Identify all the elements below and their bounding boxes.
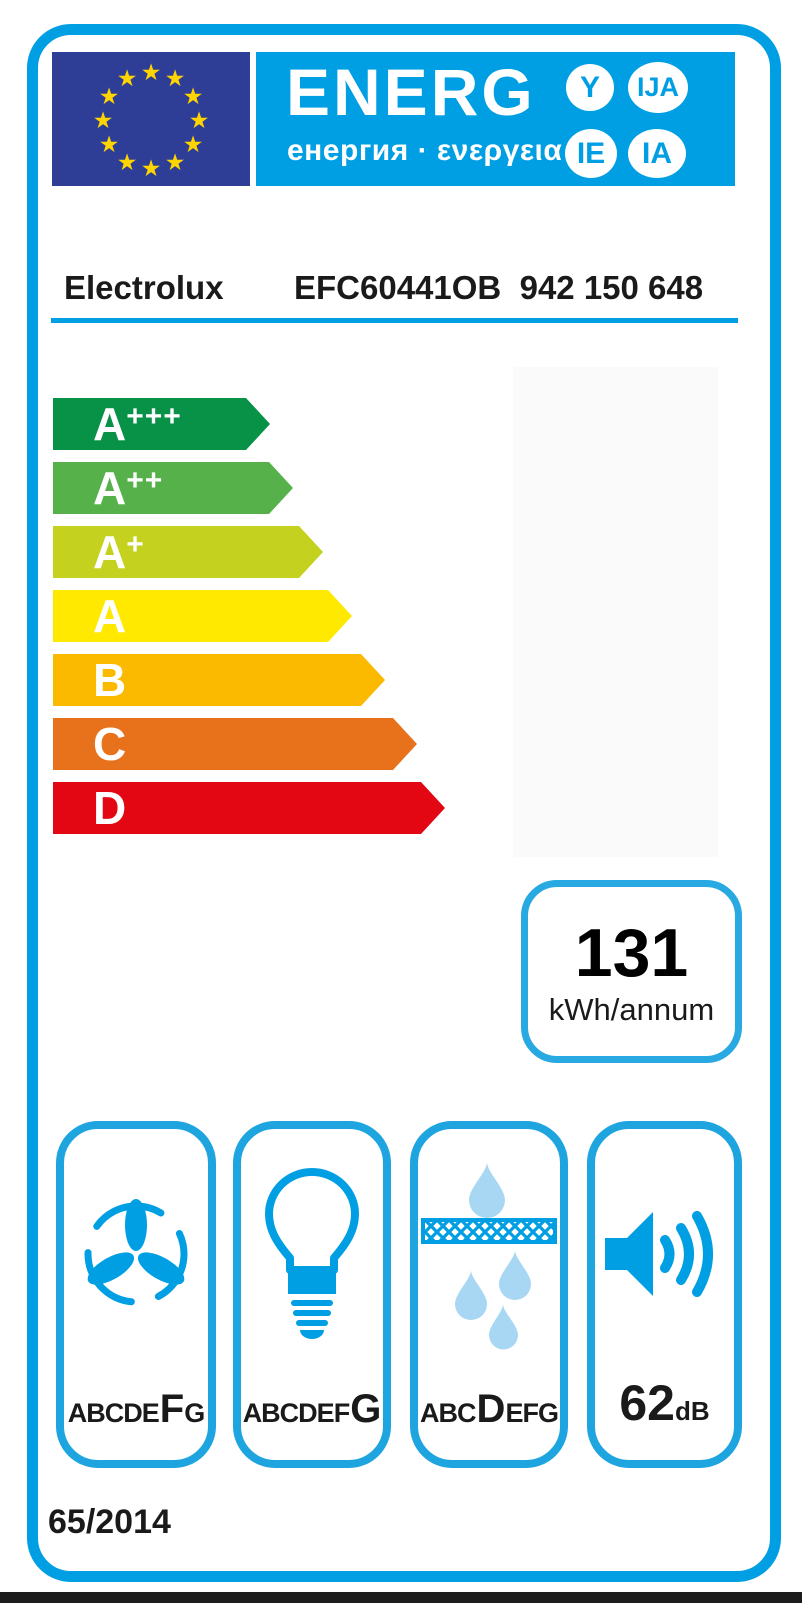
svg-text:★: ★ xyxy=(165,66,186,92)
grease-filtering-card: ABC D EFG xyxy=(410,1121,568,1468)
bulb-icon xyxy=(241,1129,383,1379)
model-number: EFC60441OB 942 150 648 xyxy=(294,269,704,306)
class-letter: B xyxy=(93,654,127,706)
consumption-value: 131 xyxy=(574,914,689,991)
svg-text:★: ★ xyxy=(165,150,186,176)
grade-class-letter: D xyxy=(476,1387,506,1431)
annual-consumption-box: 131 kWh/annum xyxy=(521,880,742,1063)
svg-text:★: ★ xyxy=(93,108,114,134)
grade-suffix: G xyxy=(184,1398,205,1428)
class-suffix: ++ xyxy=(126,464,164,497)
fan-icon xyxy=(64,1129,208,1379)
grade-class-letter: F xyxy=(159,1387,184,1431)
energy-class-arrow-b: B xyxy=(53,654,385,706)
svg-text:★: ★ xyxy=(183,84,204,110)
eu-flag-stars-icon: ★ ★ ★ ★ ★ ★ ★ ★ ★ ★ ★ ★ xyxy=(52,52,250,186)
energy-class-arrow-c: C xyxy=(53,718,417,770)
faint-background-panel xyxy=(513,367,718,857)
energy-word-badge-y: Y xyxy=(566,64,614,111)
svg-text:★: ★ xyxy=(99,84,120,110)
class-suffix: +++ xyxy=(126,400,182,433)
class-letter: A xyxy=(93,590,127,642)
class-letter: C xyxy=(93,718,127,770)
class-letter: A xyxy=(93,526,127,578)
noise-value: 62 xyxy=(619,1375,675,1431)
fluid-dynamic-efficiency-card: ABCDE F G xyxy=(56,1121,216,1468)
regulation-number: 65/2014 xyxy=(48,1503,171,1541)
bottom-bar xyxy=(0,1592,802,1603)
grade-class-letter: G xyxy=(350,1387,381,1431)
energy-class-arrow-a1plus: A + xyxy=(53,526,323,578)
brand-name: Electrolux xyxy=(64,269,224,306)
divider-rule xyxy=(51,318,738,323)
energy-word-badge-ija: IJA xyxy=(628,62,688,113)
class-letter: D xyxy=(93,782,127,834)
speaker-icon xyxy=(595,1129,734,1379)
eu-flag: ★ ★ ★ ★ ★ ★ ★ ★ ★ ★ ★ ★ xyxy=(52,52,250,186)
class-letter: A xyxy=(93,462,127,514)
energ-title: ENERG xyxy=(286,55,536,129)
energy-class-arrow-d: D xyxy=(53,782,445,834)
energy-class-arrow-a3plus: A +++ xyxy=(53,398,270,450)
noise-unit: dB xyxy=(674,1396,710,1426)
svg-text:★: ★ xyxy=(183,132,204,158)
grade-prefix: ABC xyxy=(420,1398,476,1428)
svg-text:★: ★ xyxy=(141,60,162,86)
grade-suffix: EFG xyxy=(505,1398,559,1428)
energy-class-arrow-a: A xyxy=(53,590,352,642)
grease-filter-icon xyxy=(418,1129,560,1379)
energ-subtitle: енергия · ενεργεια xyxy=(287,134,563,167)
svg-text:★: ★ xyxy=(117,150,138,176)
svg-text:★: ★ xyxy=(99,132,120,158)
noise-level-card: 62 dB xyxy=(587,1121,742,1468)
label-border xyxy=(27,24,781,1582)
svg-text:★: ★ xyxy=(189,108,210,134)
energy-word-badge-ie: IE xyxy=(565,129,617,178)
svg-text:★: ★ xyxy=(141,156,162,182)
energy-word-badge-ia: IA xyxy=(628,129,686,178)
consumption-unit: kWh/annum xyxy=(548,991,715,1027)
grade-prefix: ABCDEF xyxy=(242,1398,350,1428)
class-suffix: + xyxy=(126,528,145,561)
svg-text:★: ★ xyxy=(117,66,138,92)
grade-prefix: ABCDE xyxy=(67,1398,160,1428)
energy-class-arrow-a2plus: A ++ xyxy=(53,462,293,514)
noise-value-text: 62 dB xyxy=(595,1374,734,1432)
class-letter: A xyxy=(93,398,127,450)
lighting-efficiency-card: ABCDEF G xyxy=(233,1121,391,1468)
energ-header: ENERG енергия · ενεργεια Y IJA IE IA xyxy=(256,52,735,186)
